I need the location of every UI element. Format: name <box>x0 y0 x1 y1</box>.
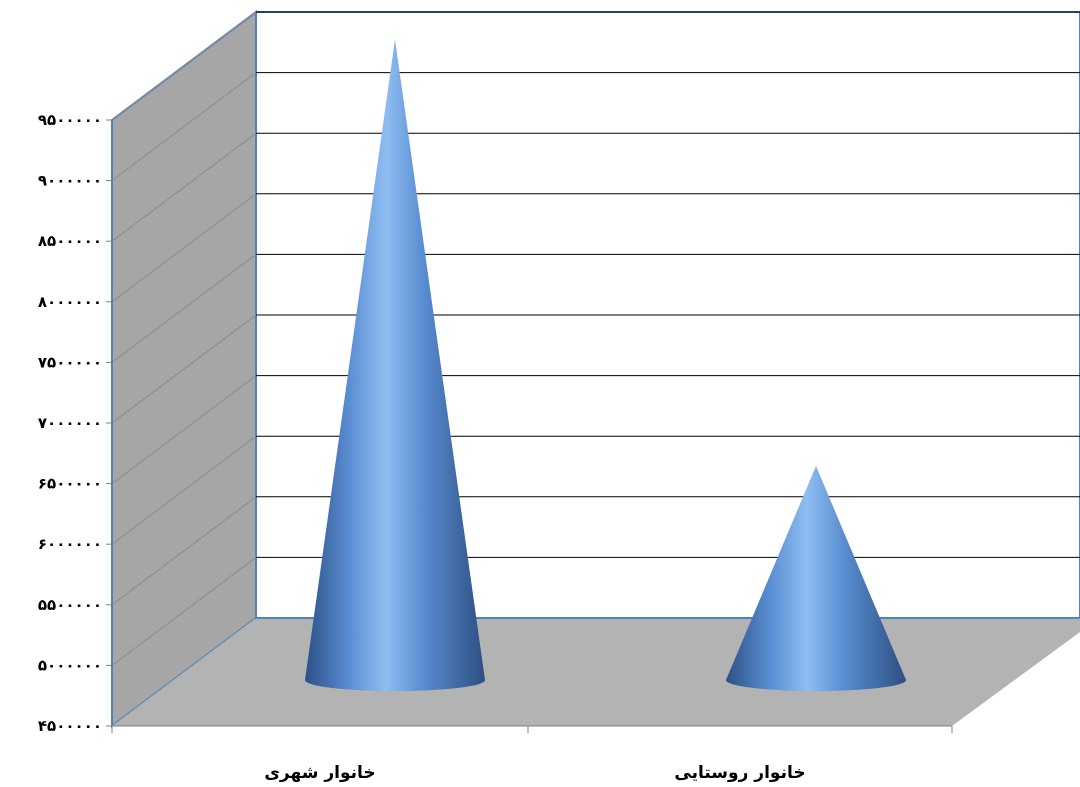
y-tick-label: ۷۵۰۰۰۰۰ <box>38 353 102 371</box>
y-axis-ticks: ۴۵۰۰۰۰۰ ۵۰۰۰۰۰۰ ۵۵۰۰۰۰۰ ۶۰۰۰۰۰۰ ۶۵۰۰۰۰۰ ۷۰۰۰۰… <box>38 111 112 735</box>
x-axis: خانوار شهری خانوار روستایی <box>112 726 952 783</box>
y-tick-label: ۹۰۰۰۰۰۰ <box>38 172 102 190</box>
floor <box>112 618 1080 726</box>
y-tick-label: ۸۰۰۰۰۰۰ <box>38 293 102 311</box>
y-tick-label: ۵۰۰۰۰۰۰ <box>38 656 102 674</box>
y-tick-label: ۴۵۰۰۰۰۰ <box>38 717 102 735</box>
y-tick-label: ۶۰۰۰۰۰۰ <box>38 535 102 553</box>
y-tick-label: ۵۵۰۰۰۰۰ <box>38 596 102 614</box>
y-tick-label: ۶۵۰۰۰۰۰ <box>38 475 102 493</box>
y-tick-label: ۹۵۰۰۰۰۰ <box>38 111 102 129</box>
y-tick-label: ۸۵۰۰۰۰۰ <box>38 232 102 250</box>
x-category-label: خانوار شهری <box>264 763 375 783</box>
x-category-label: خانوار روستایی <box>674 763 805 783</box>
y-tick-label: ۷۰۰۰۰۰۰ <box>38 414 102 432</box>
